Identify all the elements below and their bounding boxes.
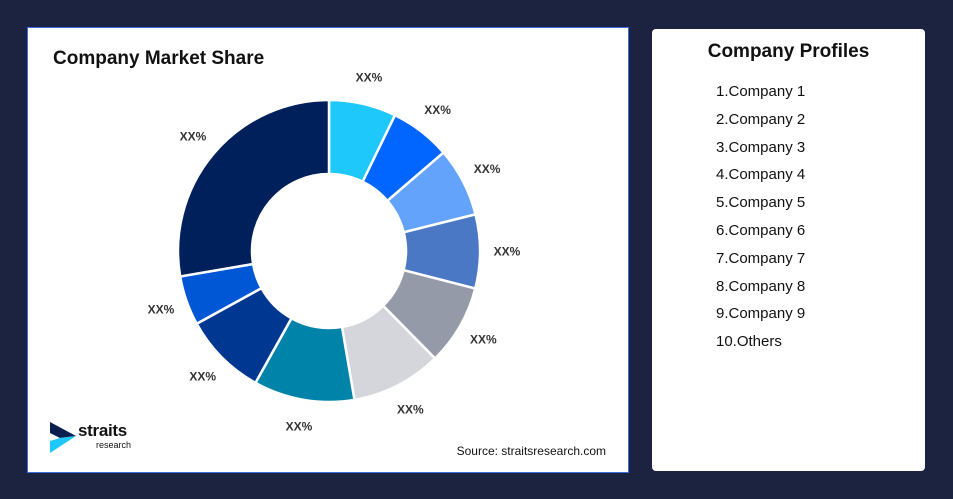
slice-label: XX% [470,333,497,347]
slice-label: XX% [474,162,501,176]
company-profiles-panel: Company Profiles 1.Company 1 2.Company 2… [652,29,925,471]
list-item: 2.Company 2 [716,110,806,128]
list-item: 1.Company 1 [716,83,806,100]
logo-subtext: research [96,440,132,450]
slice-label: XX% [397,402,424,416]
slice-label: XX% [356,71,383,85]
slice-label: XX% [424,103,451,117]
list-item: 8.Company 8 [716,277,806,295]
list-item: 6.Company 6 [716,221,806,239]
chart-panel: Company Market Share XX% XX% XX% XX% XX% XX% X… [27,27,629,473]
source-text: Source: straitsresearch.com [456,444,606,458]
list-item: 9.Company 9 [716,305,806,323]
donut-slice [176,98,331,278]
profiles-list: 1.Company 1 2.Company 2 3.Company 3 4.Co… [716,82,805,360]
profiles-title: Company Profiles [707,41,870,62]
logo-arrow-icon [50,422,76,453]
list-item: 10.Others [716,333,782,351]
list-item: 4.Company 4 [716,166,806,184]
slice-label: XX% [494,245,521,259]
donut-chart: XX% XX% XX% XX% XX% XX% XX% XX% XX% XX% [148,71,521,434]
slice-label: XX% [286,419,313,433]
slice-label: XX% [180,129,207,143]
list-item: 3.Company 3 [716,138,806,156]
list-item: 7.Company 7 [716,249,806,267]
chart-title: Company Market Share [53,48,265,69]
straits-logo: straits research [48,421,138,455]
list-item: 5.Company 5 [716,194,806,212]
slice-label: XX% [148,303,175,317]
logo-text: straits [78,421,127,440]
slice-label: XX% [189,369,216,383]
